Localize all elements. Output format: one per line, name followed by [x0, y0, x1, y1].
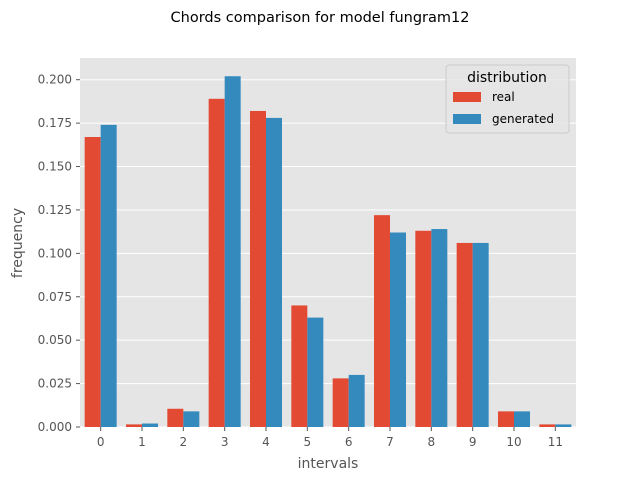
y-tick-label: 0.175 [38, 116, 72, 130]
legend-title: distribution [467, 70, 547, 86]
bar-generated-11 [555, 424, 572, 427]
chart-title: Chords comparison for model fungram12 [171, 10, 470, 26]
bar-generated-1 [142, 423, 158, 427]
x-tick-label: 0 [97, 435, 105, 449]
x-axis-ticks: 0 1 2 3 4 5 6 7 8 9 10 11 [97, 427, 563, 449]
bar-real-9 [456, 242, 473, 427]
x-tick-label: 4 [262, 435, 270, 449]
x-tick-label: 3 [221, 435, 229, 449]
bar-generated-3 [224, 76, 241, 427]
legend-label-generated: generated [492, 112, 554, 126]
x-tick-label: 2 [180, 435, 188, 449]
y-tick-label: 0.000 [38, 420, 72, 434]
x-tick-label: 5 [304, 435, 312, 449]
x-tick-label: 9 [469, 435, 477, 449]
y-tick-label: 0.025 [38, 377, 72, 391]
y-tick-label: 0.050 [38, 333, 72, 347]
bar-real-1 [126, 424, 142, 427]
y-tick-label: 0.150 [38, 160, 72, 174]
gridlines [80, 79, 576, 428]
bar-generated-4 [266, 117, 282, 427]
bar-real-7 [374, 215, 390, 427]
y-axis-ticks: 0.000 0.025 0.050 0.075 0.100 0.125 0.150 0.175… [38, 73, 80, 434]
bar-real-8 [415, 230, 432, 427]
bar-generated-0 [100, 124, 117, 427]
x-tick-label: 8 [428, 435, 436, 449]
x-axis-label: intervals [298, 456, 359, 472]
bar-generated-8 [431, 229, 448, 427]
legend-swatch-generated [453, 114, 481, 124]
x-tick-label: 6 [345, 435, 353, 449]
bars [84, 76, 572, 428]
bar-real-6 [332, 378, 349, 427]
y-tick-label: 0.100 [38, 246, 72, 260]
bar-real-4 [250, 110, 266, 428]
bar-real-3 [208, 98, 225, 427]
y-tick-label: 0.075 [38, 290, 72, 304]
bar-real-5 [291, 305, 308, 427]
bar-real-0 [84, 137, 101, 428]
bar-generated-10 [514, 411, 530, 427]
y-tick-label: 0.200 [38, 73, 72, 87]
x-tick-label: 1 [138, 435, 146, 449]
bar-real-10 [498, 411, 514, 427]
bar-generated-2 [183, 411, 200, 427]
legend-label-real: real [492, 90, 515, 104]
bar-real-11 [539, 424, 556, 427]
bar-generated-9 [472, 242, 489, 427]
bar-generated-6 [348, 374, 365, 427]
bar-generated-5 [307, 317, 324, 427]
bar-generated-7 [390, 232, 406, 427]
x-tick-label: 11 [548, 435, 563, 449]
y-tick-label: 0.125 [38, 203, 72, 217]
legend: distribution real generated [445, 64, 570, 134]
bar-real-2 [167, 408, 184, 427]
y-axis-label: frequency [10, 208, 26, 278]
legend-swatch-real [453, 92, 481, 102]
x-tick-label: 7 [386, 435, 394, 449]
x-tick-label: 10 [506, 435, 521, 449]
